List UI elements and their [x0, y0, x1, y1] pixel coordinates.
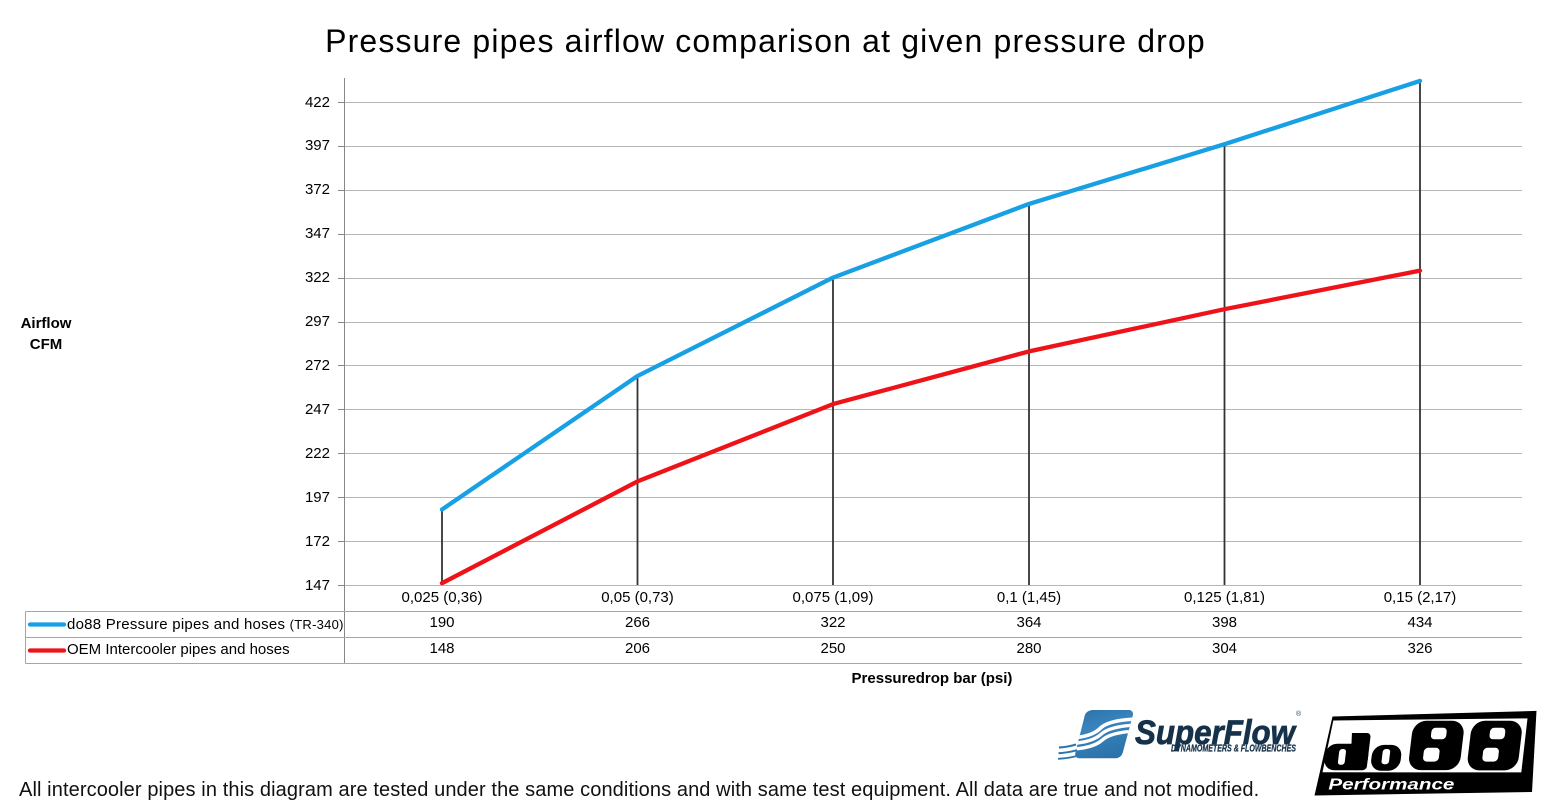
svg-text:SuperFlow: SuperFlow — [1135, 714, 1297, 752]
svg-text:Performance: Performance — [1328, 776, 1454, 793]
svg-text:®: ® — [1296, 710, 1302, 718]
svg-text:DYNAMOMETERS & FLOWBENCHES: DYNAMOMETERS & FLOWBENCHES — [1171, 744, 1296, 755]
